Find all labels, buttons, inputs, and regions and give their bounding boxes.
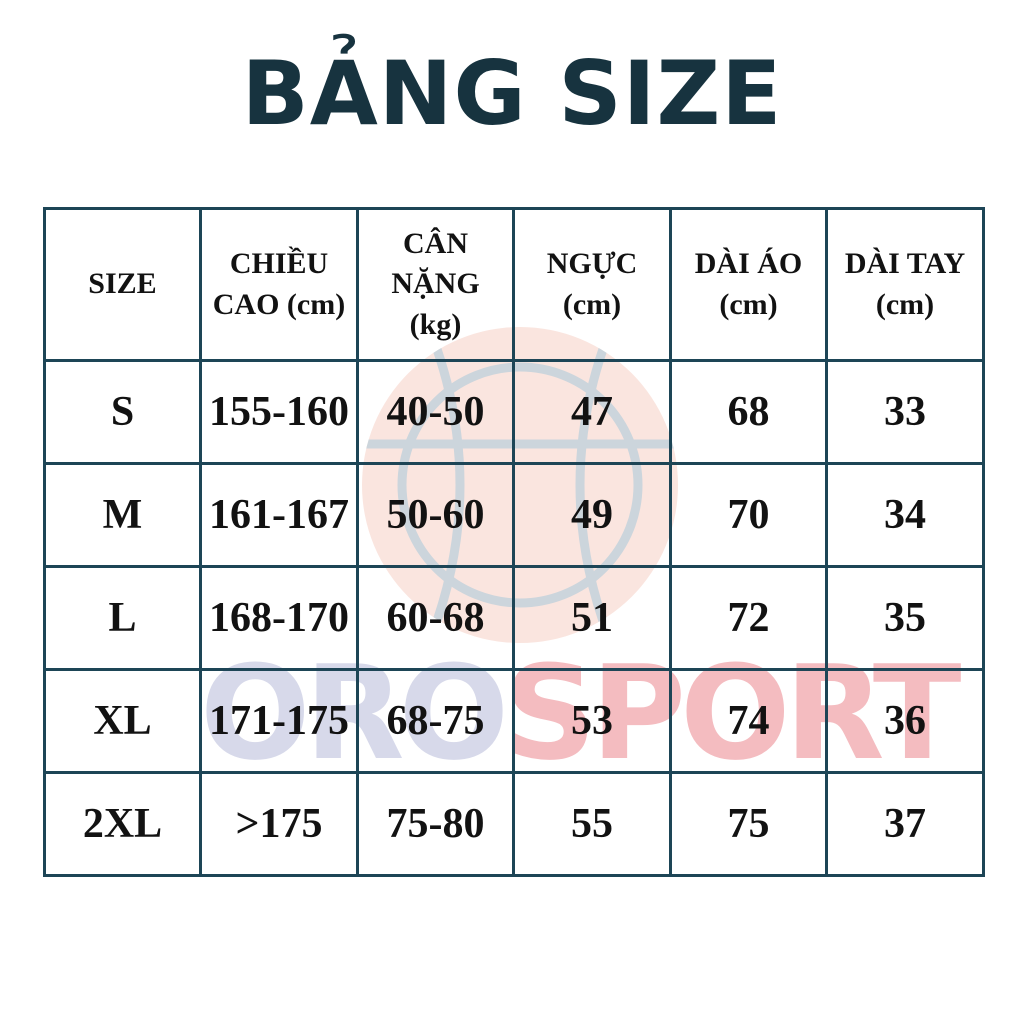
table-row-l: L 168-170 60-68 51 72 35 <box>43 565 985 671</box>
shirt-length-cell: 75 <box>669 771 828 877</box>
shirt-length-cell: 72 <box>669 565 828 671</box>
header-label: (cm) <box>719 287 778 321</box>
height-cell: 161-167 <box>199 462 359 568</box>
header-label: (cm) <box>875 287 935 321</box>
header-label: CHIỀU <box>229 247 329 280</box>
sleeve-cell: 34 <box>825 462 985 568</box>
size-cell: XL <box>43 668 202 774</box>
chest-cell: 47 <box>512 359 672 465</box>
header-label: (cm) <box>562 287 622 321</box>
sleeve-cell: 33 <box>825 359 985 465</box>
table-row-2xl: 2XL >175 75-80 55 75 37 <box>43 771 985 877</box>
weight-cell: 68-75 <box>356 668 515 774</box>
size-cell: M <box>43 462 202 568</box>
header-label: DÀI ÁO <box>694 247 803 280</box>
size-cell: L <box>43 565 202 671</box>
header-cell-size: SIZE <box>43 207 202 362</box>
sleeve-cell: 37 <box>825 771 985 877</box>
chest-cell: 53 <box>512 668 672 774</box>
header-label: CAO (cm) <box>212 287 346 321</box>
shirt-length-cell: 70 <box>669 462 828 568</box>
header-label: NGỰC <box>546 247 638 280</box>
header-cell-sleeve-length: DÀI TAY (cm) <box>825 207 985 362</box>
chest-cell: 51 <box>512 565 672 671</box>
table-header-row: SIZE CHIỀU CAO (cm) CÂN NẶNG (kg) NGỰC (cm) … <box>43 207 985 362</box>
height-cell: 171-175 <box>199 668 359 774</box>
header-cell-weight: CÂN NẶNG (kg) <box>356 207 515 362</box>
weight-cell: 50-60 <box>356 462 515 568</box>
header-label: DÀI TAY <box>844 247 966 280</box>
page-title: BẢNG SIZE <box>241 42 783 145</box>
chest-cell: 55 <box>512 771 672 877</box>
height-cell: >175 <box>199 771 359 877</box>
height-cell: 168-170 <box>199 565 359 671</box>
shirt-length-cell: 74 <box>669 668 828 774</box>
header-cell-height: CHIỀU CAO (cm) <box>199 207 359 362</box>
chest-cell: 49 <box>512 462 672 568</box>
header-cell-shirt-length: DÀI ÁO (cm) <box>669 207 828 362</box>
header-label: CÂN <box>403 226 468 260</box>
sleeve-cell: 35 <box>825 565 985 671</box>
weight-cell: 75-80 <box>356 771 515 877</box>
header-label: NẶNG <box>391 267 480 301</box>
shirt-length-cell: 68 <box>669 359 828 465</box>
size-cell: 2XL <box>43 771 202 877</box>
table-row-m: M 161-167 50-60 49 70 34 <box>43 462 985 568</box>
table-row-s: S 155-160 40-50 47 68 33 <box>43 359 985 465</box>
header-label: SIZE <box>88 267 157 301</box>
weight-cell: 60-68 <box>356 565 515 671</box>
header-cell-chest: NGỰC (cm) <box>512 207 672 362</box>
height-cell: 155-160 <box>199 359 359 465</box>
sleeve-cell: 36 <box>825 668 985 774</box>
size-table: SIZE CHIỀU CAO (cm) CÂN NẶNG (kg) NGỰC (cm) … <box>43 207 985 877</box>
weight-cell: 40-50 <box>356 359 515 465</box>
header-label: (kg) <box>409 307 462 341</box>
table-row-xl: XL 171-175 68-75 53 74 36 <box>43 668 985 774</box>
size-cell: S <box>43 359 202 465</box>
